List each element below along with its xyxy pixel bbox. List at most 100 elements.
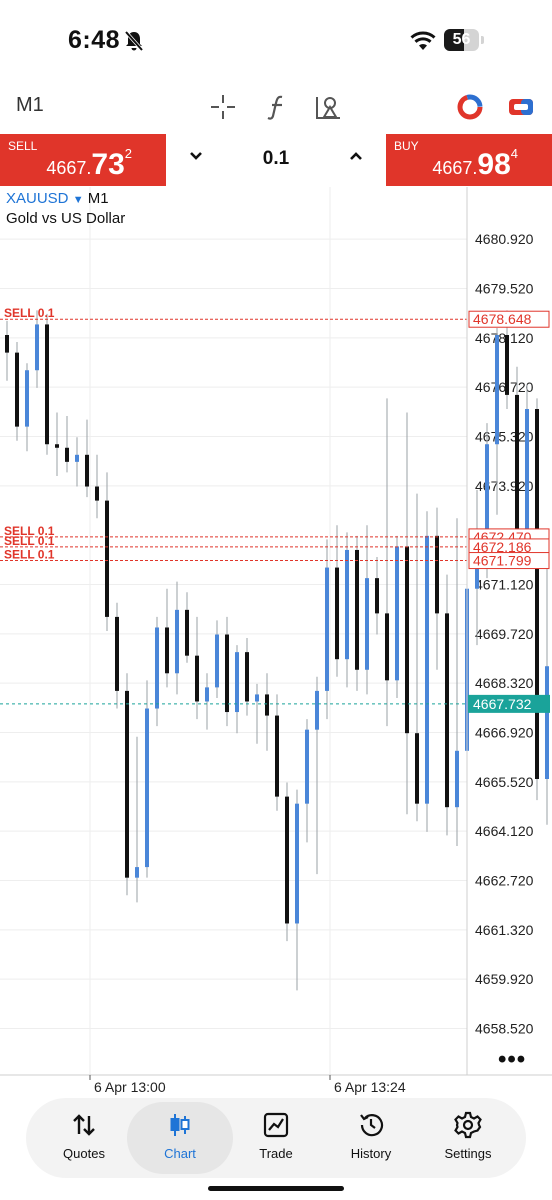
bell-muted-icon bbox=[124, 30, 144, 57]
candle-body bbox=[115, 616, 119, 691]
candle-body bbox=[245, 652, 249, 702]
order-price-box bbox=[468, 310, 550, 328]
objects-icon[interactable] bbox=[314, 92, 344, 122]
order-price-label: 4678.648 bbox=[473, 311, 532, 327]
candle-body bbox=[135, 867, 139, 878]
price-chart[interactable]: 4680.920 4679.520 4678.120 4676.720 4675.320… bbox=[0, 187, 552, 1100]
candle-body bbox=[225, 634, 229, 713]
y-tick-label: 4664.120 bbox=[475, 823, 534, 839]
indicators-icon[interactable] bbox=[262, 92, 292, 122]
candle-body bbox=[75, 454, 79, 462]
candle-bull bbox=[305, 719, 309, 843]
chevron-up-icon[interactable] bbox=[348, 148, 364, 169]
candle-bull bbox=[345, 532, 349, 688]
status-bar: 6:48 56 bbox=[0, 0, 552, 80]
order-label: SELL 0.1 bbox=[4, 534, 55, 548]
candle-bull bbox=[365, 525, 369, 695]
clock: 6:48 bbox=[68, 26, 121, 54]
candle-body bbox=[5, 335, 9, 353]
candle-bear bbox=[185, 592, 189, 663]
candle-body bbox=[535, 409, 539, 779]
order-label: SELL 0.1 bbox=[4, 524, 55, 538]
candle-body bbox=[85, 454, 89, 487]
candle-body bbox=[525, 409, 529, 529]
candle-bull bbox=[235, 645, 239, 734]
candle-body bbox=[305, 729, 309, 804]
candle-body bbox=[35, 324, 39, 371]
tab-quotes[interactable]: Quotes bbox=[36, 1110, 132, 1161]
meter-icon[interactable] bbox=[455, 92, 485, 122]
timeframe-button[interactable]: M1 bbox=[16, 94, 44, 116]
tab-history[interactable]: History bbox=[323, 1110, 419, 1161]
candle-body bbox=[235, 652, 239, 713]
y-tick-label: 4680.920 bbox=[475, 231, 534, 247]
candle-bear bbox=[385, 398, 389, 727]
candle-body bbox=[125, 690, 129, 878]
candle-bull bbox=[135, 736, 139, 903]
buy-label: BUY bbox=[394, 139, 419, 153]
candle-bear bbox=[265, 673, 269, 751]
candle-bear bbox=[165, 588, 169, 688]
candle-body bbox=[165, 627, 169, 674]
tab-chart[interactable]: Chart bbox=[132, 1110, 228, 1161]
candle-body bbox=[185, 609, 189, 656]
candle-body bbox=[345, 549, 349, 660]
candle-bear bbox=[405, 412, 409, 815]
tab-settings[interactable]: Settings bbox=[420, 1110, 516, 1161]
lot-selector: 0.1 bbox=[166, 134, 386, 186]
candle-body bbox=[55, 444, 59, 448]
candle-body bbox=[145, 708, 149, 868]
candle-bear bbox=[15, 342, 19, 441]
candle-bull bbox=[425, 511, 429, 832]
candle-bear bbox=[435, 507, 439, 670]
candle-body bbox=[505, 335, 509, 395]
sell-button[interactable]: SELL 4667.732 bbox=[0, 134, 166, 186]
candle-bear bbox=[355, 535, 359, 691]
candle-bear bbox=[225, 616, 229, 727]
candle-body bbox=[265, 694, 269, 716]
one-click-trading-icon[interactable] bbox=[506, 92, 536, 122]
quotes-icon bbox=[36, 1110, 132, 1140]
bid-price-label: 4667.732 bbox=[473, 696, 532, 712]
chart-symbol[interactable]: XAUUSD ▼ M1 bbox=[6, 190, 109, 207]
sell-label: SELL bbox=[8, 139, 38, 153]
order-label: SELL 0.1 bbox=[4, 306, 55, 320]
y-tick-label: 4671.120 bbox=[475, 576, 534, 592]
crosshair-icon[interactable] bbox=[208, 92, 238, 122]
candle-body bbox=[215, 634, 219, 688]
candle-bear bbox=[125, 673, 129, 896]
candle-body bbox=[455, 750, 459, 808]
y-tick-label: 4665.520 bbox=[475, 774, 534, 790]
active-tab-highlight bbox=[127, 1102, 233, 1174]
y-tick-label: 4666.920 bbox=[475, 724, 534, 740]
chevron-down-icon[interactable] bbox=[188, 148, 204, 169]
battery-level: 56 bbox=[452, 31, 471, 48]
lot-size[interactable]: 0.1 bbox=[262, 148, 290, 169]
candle-bull bbox=[215, 620, 219, 698]
candle-bull bbox=[175, 581, 179, 695]
candle-bear bbox=[445, 574, 449, 836]
candle-bear bbox=[95, 454, 99, 519]
more-options-icon[interactable]: ••• bbox=[498, 1046, 527, 1073]
buy-button[interactable]: BUY 4667.984 bbox=[386, 134, 552, 186]
candle-body bbox=[405, 546, 409, 734]
order-price-label: 4672.186 bbox=[473, 539, 532, 555]
candle-body bbox=[95, 486, 99, 501]
candle-bull bbox=[325, 539, 329, 720]
candle-body bbox=[255, 694, 259, 702]
y-tick-label: 4676.720 bbox=[475, 379, 534, 395]
y-tick-label: 4658.520 bbox=[475, 1020, 534, 1036]
candle-body bbox=[385, 613, 389, 681]
candle-body bbox=[425, 535, 429, 804]
y-tick-label: 4675.320 bbox=[475, 428, 534, 444]
x-tick-label: 6 Apr 13:00 bbox=[94, 1079, 166, 1095]
candle-bull bbox=[395, 535, 399, 698]
candle-body bbox=[25, 370, 29, 427]
tab-trade[interactable]: Trade bbox=[228, 1110, 324, 1161]
candle-bear bbox=[275, 694, 279, 811]
candle-bear bbox=[335, 525, 339, 677]
y-tick-label: 4668.320 bbox=[475, 675, 534, 691]
candle-body bbox=[175, 609, 179, 674]
candle-bear bbox=[85, 419, 89, 498]
y-tick-label: 4673.920 bbox=[475, 478, 534, 494]
